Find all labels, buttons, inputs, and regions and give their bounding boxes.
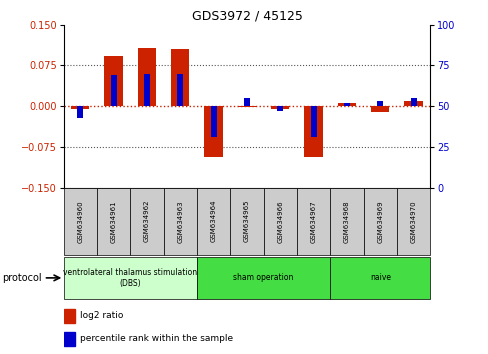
Bar [171, 49, 189, 106]
Text: sham operation: sham operation [233, 273, 293, 282]
Bar [244, 98, 249, 106]
Text: GSM634960: GSM634960 [77, 200, 83, 242]
Bar [296, 188, 329, 255]
Bar [177, 74, 183, 106]
Text: log2 ratio: log2 ratio [80, 312, 123, 320]
Bar [270, 106, 289, 109]
Bar [329, 188, 363, 255]
Text: GSM634968: GSM634968 [343, 200, 349, 242]
Bar [337, 103, 355, 106]
Bar [304, 106, 322, 157]
Bar [343, 103, 349, 106]
Text: naive: naive [369, 273, 390, 282]
Text: GSM634967: GSM634967 [310, 200, 316, 242]
Bar [370, 106, 388, 112]
Bar [210, 106, 216, 137]
Bar [197, 188, 230, 255]
Title: GDS3972 / 45125: GDS3972 / 45125 [191, 9, 302, 22]
Bar [237, 106, 256, 107]
Text: ventrolateral thalamus stimulation
(DBS): ventrolateral thalamus stimulation (DBS) [63, 268, 197, 287]
Bar [263, 188, 296, 255]
Bar [277, 106, 283, 111]
Text: GSM634965: GSM634965 [244, 200, 249, 242]
Bar [71, 106, 89, 109]
Bar [63, 332, 74, 346]
Bar [310, 106, 316, 137]
Bar [138, 47, 156, 106]
Text: GSM634969: GSM634969 [377, 200, 383, 242]
Bar [404, 101, 422, 106]
Text: GSM634961: GSM634961 [110, 200, 116, 242]
Text: GSM634962: GSM634962 [143, 200, 150, 242]
Bar [63, 309, 74, 323]
Text: GSM634964: GSM634964 [210, 200, 216, 242]
Text: protocol: protocol [2, 273, 42, 283]
Bar [63, 257, 197, 299]
Bar [163, 188, 197, 255]
Bar [204, 106, 223, 157]
Bar [396, 188, 429, 255]
Bar [363, 188, 396, 255]
Text: GSM634966: GSM634966 [277, 200, 283, 242]
Bar [197, 257, 329, 299]
Text: GSM634963: GSM634963 [177, 200, 183, 242]
Bar [230, 188, 263, 255]
Bar [130, 188, 163, 255]
Bar [377, 101, 383, 106]
Text: GSM634970: GSM634970 [410, 200, 416, 242]
Text: percentile rank within the sample: percentile rank within the sample [80, 335, 233, 343]
Bar [104, 56, 122, 106]
Bar [63, 188, 97, 255]
Bar [110, 75, 116, 106]
Bar [77, 106, 83, 118]
Bar [97, 188, 130, 255]
Bar [143, 74, 150, 106]
Bar [329, 257, 429, 299]
Bar [410, 98, 416, 106]
